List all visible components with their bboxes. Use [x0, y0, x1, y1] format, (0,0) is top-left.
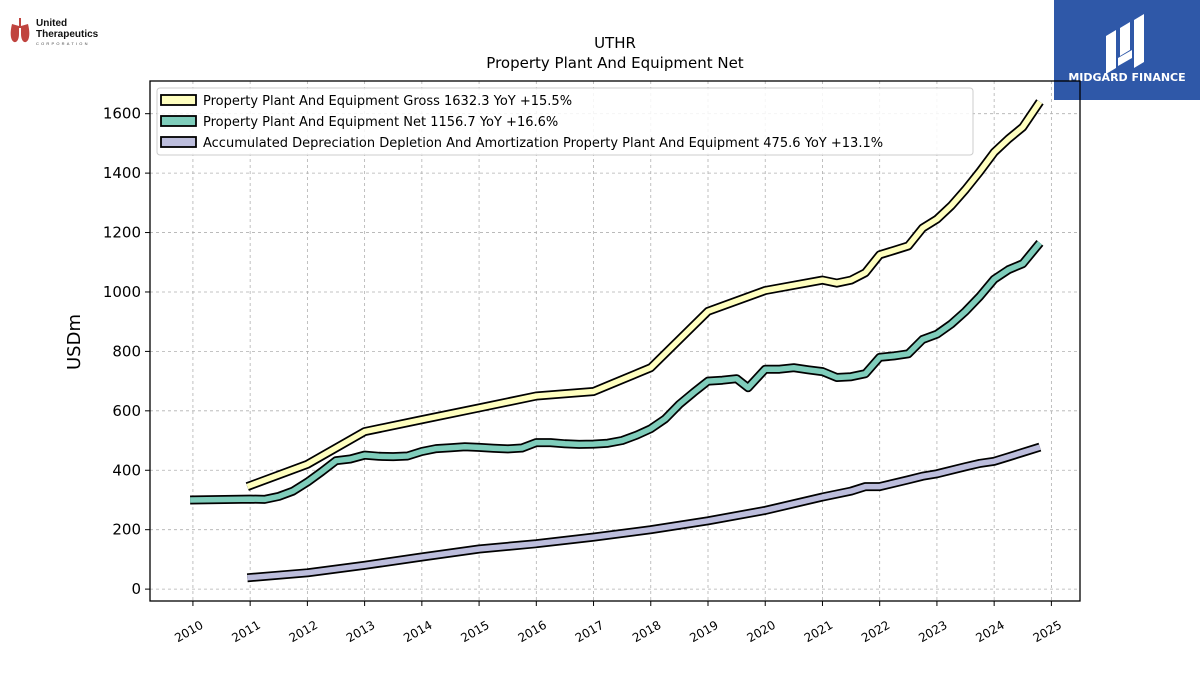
x-tick-label: 2012 [287, 618, 320, 645]
series-line [190, 241, 1043, 503]
chart-title: UTHR [594, 34, 636, 52]
legend-label: Accumulated Depreciation Depletion And A… [203, 136, 883, 151]
x-tick-label: 2014 [401, 618, 434, 645]
legend-box [156, 87, 974, 156]
y-tick-label: 1400 [103, 164, 141, 182]
y-axis-label: USDm [64, 314, 85, 370]
legend-swatch [160, 94, 197, 106]
y-tick-label: 200 [112, 521, 141, 539]
united-therapeutics-logo: United Therapeutics CORPORATION [10, 18, 99, 46]
y-axis: 0 200 400 600 800 1000 1200 1400 1600 [103, 105, 150, 598]
y-tick-label: 600 [112, 402, 141, 420]
series-line-outline [246, 442, 1042, 583]
x-tick-label: 2019 [687, 618, 720, 645]
x-tick-label: 2016 [516, 618, 549, 645]
x-tick-label: 2020 [745, 618, 778, 645]
legend-item: Accumulated Depreciation Depletion And A… [160, 136, 883, 151]
y-tick-label: 1200 [103, 224, 141, 242]
x-tick-label: 2018 [630, 618, 663, 645]
midgard-emblem-icon [1106, 14, 1144, 74]
chart-subtitle: Property Plant And Equipment Net [486, 54, 743, 72]
lungs-icon [10, 18, 30, 43]
x-tick-label: 2013 [344, 618, 377, 645]
series-line [247, 444, 1041, 581]
x-tick-label: 2021 [802, 618, 835, 645]
series-3 [246, 442, 1042, 583]
legend-label: Property Plant And Equipment Net 1156.7 … [203, 115, 558, 130]
x-tick-label: 2011 [229, 618, 262, 645]
legend-label: Property Plant And Equipment Gross 1632.… [203, 94, 572, 109]
x-tick-label: 2025 [1031, 618, 1064, 645]
logo-line1: United [36, 18, 67, 29]
grid [150, 81, 1080, 601]
legend-swatch [160, 115, 197, 127]
series-layer [190, 99, 1044, 583]
plot-frame [149, 80, 1081, 602]
legend-item: Property Plant And Equipment Gross 1632.… [160, 94, 572, 109]
legend-item: Property Plant And Equipment Net 1156.7 … [160, 115, 558, 130]
y-tick-label: 1000 [103, 283, 141, 301]
x-tick-label: 2015 [458, 618, 491, 645]
y-tick-label: 800 [112, 342, 141, 360]
x-tick-label: 2023 [916, 618, 949, 645]
x-tick-label: 2017 [573, 618, 606, 645]
series-line [246, 100, 1043, 490]
logo-line3: CORPORATION [36, 41, 90, 46]
series-2 [190, 240, 1044, 505]
x-tick-label: 2010 [172, 618, 205, 645]
legend: Property Plant And Equipment Gross 1632.… [156, 87, 974, 156]
series-1 [245, 99, 1044, 491]
logo-line2: Therapeutics [36, 29, 99, 40]
legend-swatch [160, 136, 197, 148]
x-axis: 2010 2011 2012 2013 2014 2015 2016 2017 2018 2019… [172, 601, 1064, 645]
y-tick-label: 0 [131, 580, 141, 598]
midgard-logo-text: MIDGARD FINANCE [1068, 71, 1185, 84]
y-tick-label: 1600 [103, 105, 141, 123]
x-tick-label: 2022 [859, 618, 892, 645]
x-tick-label: 2024 [973, 618, 1006, 645]
midgard-finance-logo: MIDGARD FINANCE [1054, 0, 1200, 100]
y-tick-label: 400 [112, 461, 141, 479]
